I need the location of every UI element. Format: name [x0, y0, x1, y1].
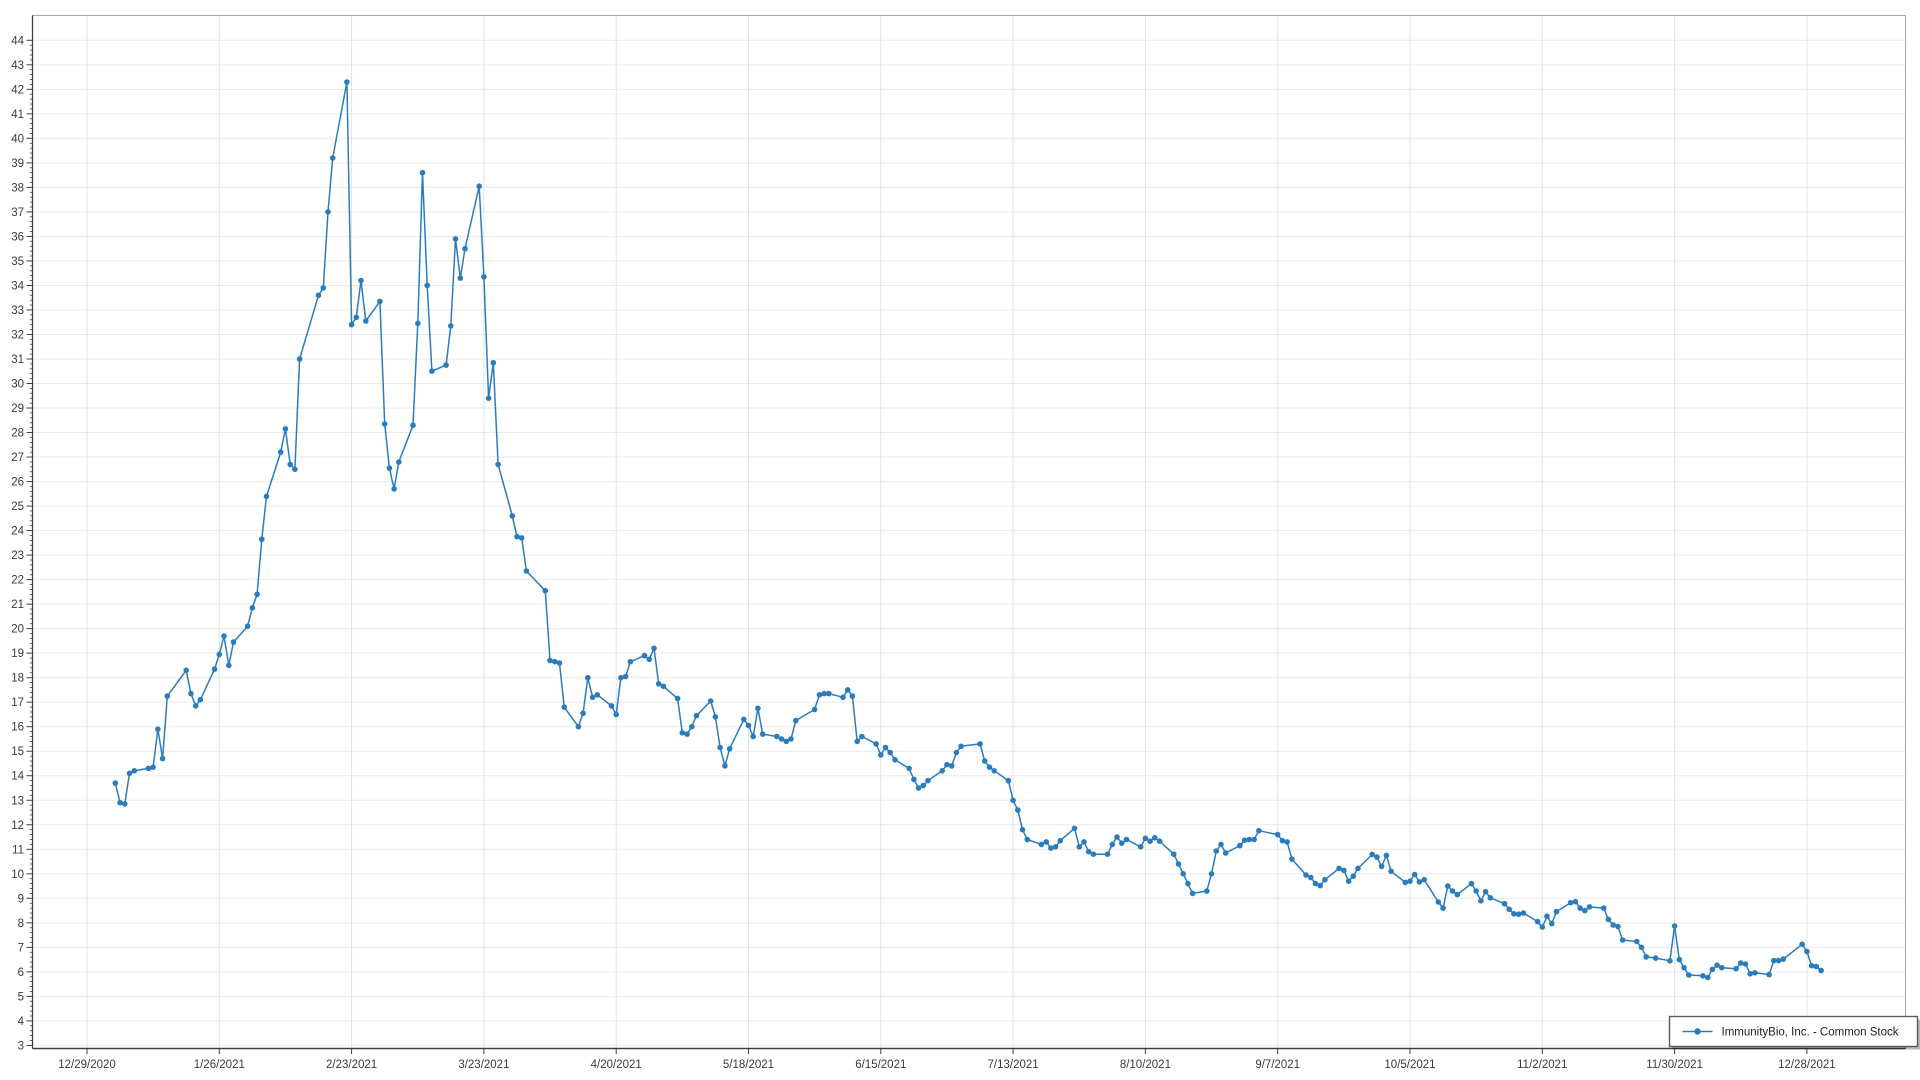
svg-text:6: 6 [18, 967, 24, 979]
svg-text:40: 40 [11, 133, 24, 145]
svg-text:33: 33 [11, 305, 24, 317]
svg-text:44: 44 [11, 35, 24, 47]
legend-dot-marker-icon [1694, 1028, 1701, 1035]
svg-text:29: 29 [11, 403, 24, 415]
svg-text:20: 20 [11, 624, 24, 636]
svg-text:3/23/2021: 3/23/2021 [458, 1059, 509, 1071]
legend-label: ImmunityBio, Inc. - Common Stock [1722, 1027, 1899, 1039]
plot-frame [31, 15, 1906, 1050]
svg-text:3: 3 [18, 1040, 24, 1052]
svg-text:12/29/2020: 12/29/2020 [58, 1059, 116, 1071]
y-axis: 3456789101112131415161718192021222324252… [11, 35, 33, 1052]
svg-text:28: 28 [11, 428, 24, 440]
svg-text:17: 17 [11, 697, 24, 709]
svg-text:39: 39 [11, 158, 24, 170]
svg-text:8/10/2021: 8/10/2021 [1120, 1059, 1171, 1071]
svg-text:2/23/2021: 2/23/2021 [326, 1059, 377, 1071]
svg-text:31: 31 [11, 354, 24, 366]
svg-text:21: 21 [11, 599, 24, 611]
svg-text:42: 42 [11, 84, 24, 96]
legend-box[interactable]: ImmunityBio, Inc. - Common Stock [1668, 1015, 1920, 1050]
svg-text:16: 16 [11, 722, 24, 734]
svg-text:4: 4 [18, 1016, 25, 1028]
svg-text:5: 5 [18, 991, 24, 1003]
svg-text:6/15/2021: 6/15/2021 [855, 1059, 906, 1071]
svg-text:10/5/2021: 10/5/2021 [1384, 1059, 1435, 1071]
price-line-series [112, 79, 1824, 981]
svg-text:10: 10 [11, 869, 24, 881]
svg-text:18: 18 [11, 673, 24, 685]
svg-text:12: 12 [11, 820, 24, 832]
svg-text:27: 27 [11, 452, 24, 464]
svg-text:11: 11 [12, 844, 24, 856]
svg-text:34: 34 [11, 280, 24, 292]
gridlines [32, 15, 1906, 1049]
svg-text:9: 9 [18, 893, 24, 905]
svg-text:12/28/2021: 12/28/2021 [1778, 1059, 1836, 1071]
svg-text:41: 41 [11, 109, 24, 121]
svg-text:11/2/2021: 11/2/2021 [1517, 1059, 1567, 1071]
svg-text:13: 13 [11, 795, 24, 807]
svg-text:24: 24 [11, 526, 24, 538]
svg-text:38: 38 [11, 182, 24, 194]
svg-text:32: 32 [11, 329, 24, 341]
svg-text:30: 30 [11, 379, 24, 391]
svg-text:4/20/2021: 4/20/2021 [591, 1059, 642, 1071]
svg-text:36: 36 [11, 231, 24, 243]
svg-text:35: 35 [11, 256, 24, 268]
svg-text:5/18/2021: 5/18/2021 [723, 1059, 774, 1071]
svg-text:37: 37 [11, 207, 24, 219]
svg-text:25: 25 [11, 501, 24, 513]
svg-text:7/13/2021: 7/13/2021 [988, 1059, 1039, 1071]
svg-text:7: 7 [18, 942, 24, 954]
svg-text:11/30/2021: 11/30/2021 [1646, 1059, 1703, 1071]
svg-text:15: 15 [11, 746, 24, 758]
svg-text:14: 14 [11, 771, 24, 783]
svg-text:23: 23 [11, 550, 24, 562]
svg-text:19: 19 [11, 648, 24, 660]
svg-text:9/7/2021: 9/7/2021 [1255, 1059, 1300, 1071]
svg-text:1/26/2021: 1/26/2021 [194, 1059, 245, 1071]
svg-text:26: 26 [11, 477, 24, 489]
svg-text:8: 8 [18, 918, 24, 930]
svg-text:22: 22 [11, 575, 24, 587]
svg-text:43: 43 [11, 60, 24, 72]
x-axis: 12/29/2020 1/26/2021 2/23/2021 3/23/2021 4/2… [58, 1048, 1836, 1071]
